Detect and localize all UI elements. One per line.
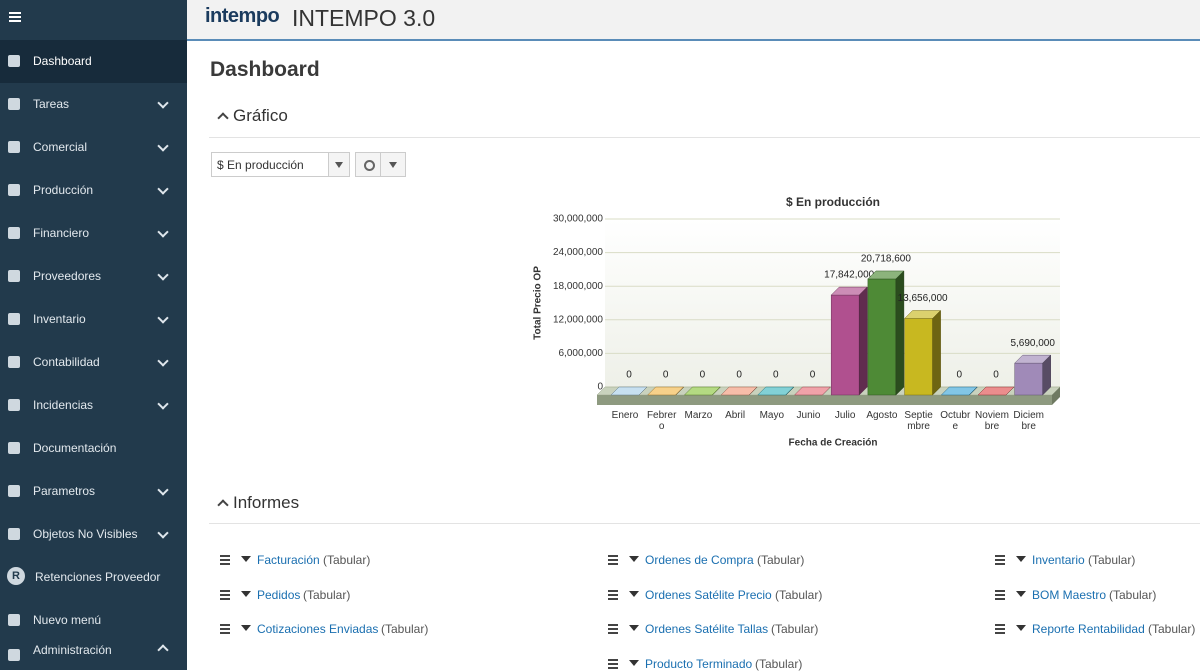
- divider: [209, 523, 1200, 524]
- y-tick-label: 6,000,000: [559, 348, 604, 359]
- value-label: 0: [626, 370, 632, 381]
- bar-front: [1015, 363, 1043, 395]
- value-label: 0: [736, 370, 742, 381]
- report-menu[interactable]: [608, 624, 618, 626]
- y-axis-label: Total Precio OP: [533, 266, 544, 340]
- x-tick-label: Marzo: [681, 410, 715, 421]
- report-menu[interactable]: [995, 555, 1005, 557]
- report-link[interactable]: Producto Terminado: [645, 657, 752, 671]
- report-name: Ordenes Satélite Tallas: [645, 622, 768, 636]
- report-dropdown[interactable]: [629, 660, 639, 666]
- section-title: Informes: [233, 493, 299, 513]
- report-kind: (Tabular): [771, 622, 818, 636]
- report-kind: (Tabular): [1088, 553, 1135, 567]
- value-label: 5,690,000: [1010, 338, 1055, 349]
- report-name: Ordenes Satélite Precio: [645, 588, 772, 602]
- value-label: 0: [700, 370, 706, 381]
- x-tick-label: Diciembre: [1012, 410, 1046, 432]
- y-tick-label: 24,000,000: [553, 247, 603, 258]
- bar-front: [905, 319, 933, 395]
- report-name: Producto Terminado: [645, 657, 752, 671]
- report-link[interactable]: Ordenes Satélite Precio: [645, 588, 772, 602]
- bar-front: [868, 279, 896, 395]
- bar-front: [831, 295, 859, 395]
- report-name: Ordenes de Compra: [645, 553, 754, 567]
- report-dropdown[interactable]: [629, 591, 639, 597]
- report-name: Cotizaciones Enviadas: [257, 622, 378, 636]
- x-tick-label: Junio: [792, 410, 826, 421]
- report-name: Facturación: [257, 553, 320, 567]
- floor-front: [597, 395, 1052, 405]
- report-dropdown[interactable]: [1016, 625, 1026, 631]
- report-dropdown[interactable]: [241, 625, 251, 631]
- report-menu[interactable]: [220, 590, 230, 592]
- report-name: Reporte Rentabilidad: [1032, 622, 1145, 636]
- report-name: Inventario: [1032, 553, 1085, 567]
- value-label: 0: [993, 370, 999, 381]
- report-menu[interactable]: [995, 624, 1005, 626]
- value-label: 0: [663, 370, 669, 381]
- report-link[interactable]: BOM Maestro: [1032, 588, 1106, 602]
- value-label: 0: [957, 370, 963, 381]
- report-menu[interactable]: [608, 659, 618, 661]
- value-label: 20,718,600: [861, 254, 911, 265]
- x-tick-label: Noviembre: [975, 410, 1009, 432]
- value-label: 0: [810, 370, 816, 381]
- report-dropdown[interactable]: [629, 556, 639, 562]
- bar-side: [859, 287, 867, 395]
- report-kind: (Tabular): [1109, 588, 1156, 602]
- report-link[interactable]: Cotizaciones Enviadas: [257, 622, 378, 636]
- x-tick-label: Abril: [718, 410, 752, 421]
- report-menu[interactable]: [220, 624, 230, 626]
- bar-side: [933, 311, 941, 395]
- y-tick-label: 18,000,000: [553, 281, 603, 292]
- report-link[interactable]: Ordenes Satélite Tallas: [645, 622, 768, 636]
- x-tick-label: Julio: [828, 410, 862, 421]
- y-tick-label: 30,000,000: [553, 214, 603, 225]
- chart-title: $ En producción: [786, 195, 880, 209]
- report-link[interactable]: Reporte Rentabilidad: [1032, 622, 1145, 636]
- x-tick-label: Agosto: [865, 410, 899, 421]
- x-tick-label: Septiembre: [902, 410, 936, 432]
- bar-side: [896, 271, 904, 395]
- report-menu[interactable]: [995, 590, 1005, 592]
- value-label: 17,842,000: [824, 270, 874, 281]
- x-tick-label: Febrero: [645, 410, 679, 432]
- x-tick-label: Enero: [608, 410, 642, 421]
- x-axis-label: Fecha de Creación: [789, 438, 878, 449]
- report-kind: (Tabular): [323, 553, 370, 567]
- report-dropdown[interactable]: [241, 591, 251, 597]
- y-tick-label: 12,000,000: [553, 314, 603, 325]
- report-link[interactable]: Pedidos: [257, 588, 300, 602]
- report-menu[interactable]: [608, 590, 618, 592]
- report-kind: (Tabular): [755, 657, 802, 671]
- report-link[interactable]: Facturación: [257, 553, 320, 567]
- report-dropdown[interactable]: [1016, 591, 1026, 597]
- report-menu[interactable]: [608, 555, 618, 557]
- report-name: BOM Maestro: [1032, 588, 1106, 602]
- report-kind: (Tabular): [381, 622, 428, 636]
- report-dropdown[interactable]: [629, 625, 639, 631]
- report-dropdown[interactable]: [241, 556, 251, 562]
- report-name: Pedidos: [257, 588, 300, 602]
- x-tick-label: Octubre: [938, 410, 972, 432]
- report-kind: (Tabular): [757, 553, 804, 567]
- report-kind: (Tabular): [1148, 622, 1195, 636]
- report-dropdown[interactable]: [1016, 556, 1026, 562]
- x-tick-label: Mayo: [755, 410, 789, 421]
- report-link[interactable]: Inventario: [1032, 553, 1085, 567]
- report-link[interactable]: Ordenes de Compra: [645, 553, 754, 567]
- report-menu[interactable]: [220, 555, 230, 557]
- value-label: 0: [773, 370, 779, 381]
- report-kind: (Tabular): [303, 588, 350, 602]
- report-kind: (Tabular): [775, 588, 822, 602]
- value-label: 13,656,000: [898, 293, 948, 304]
